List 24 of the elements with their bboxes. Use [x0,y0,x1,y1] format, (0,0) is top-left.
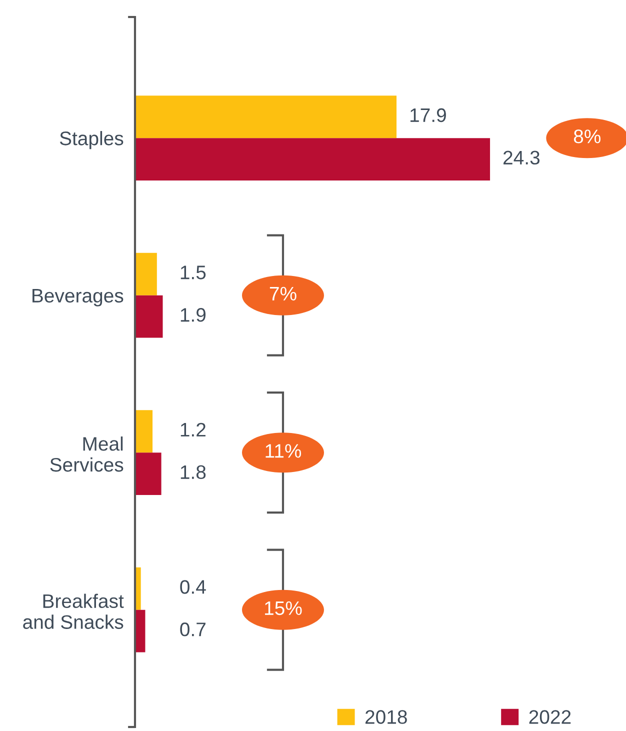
bar [135,410,153,453]
data-label: 24.3 [504,150,540,165]
text: 8% [574,130,601,144]
data-label: 17.9 [410,108,446,122]
bar [135,138,490,181]
bar [135,96,397,138]
y-tick-label: Staples [60,131,124,150]
legend-label: 2022 [529,710,571,724]
data-label: 0.7 [180,622,206,636]
annotation: 11% [266,444,302,458]
annotation: 7% [270,286,296,300]
data-label: 1.5 [180,266,206,280]
bar [135,452,162,496]
legend-label: 2018 [365,710,407,724]
annotation: 15% [265,601,302,616]
data-label: 0.4 [180,580,206,594]
data-label: 1.2 [180,422,206,436]
data-label: 1.9 [180,308,206,322]
y-tick-label: Beverages [32,289,124,306]
y-tick-label: Breakfast and Snacks [23,594,124,629]
bar [135,295,163,338]
y-tick-label: Meal Services [50,436,124,472]
bar [135,252,157,296]
data-label: 1.8 [180,465,206,480]
